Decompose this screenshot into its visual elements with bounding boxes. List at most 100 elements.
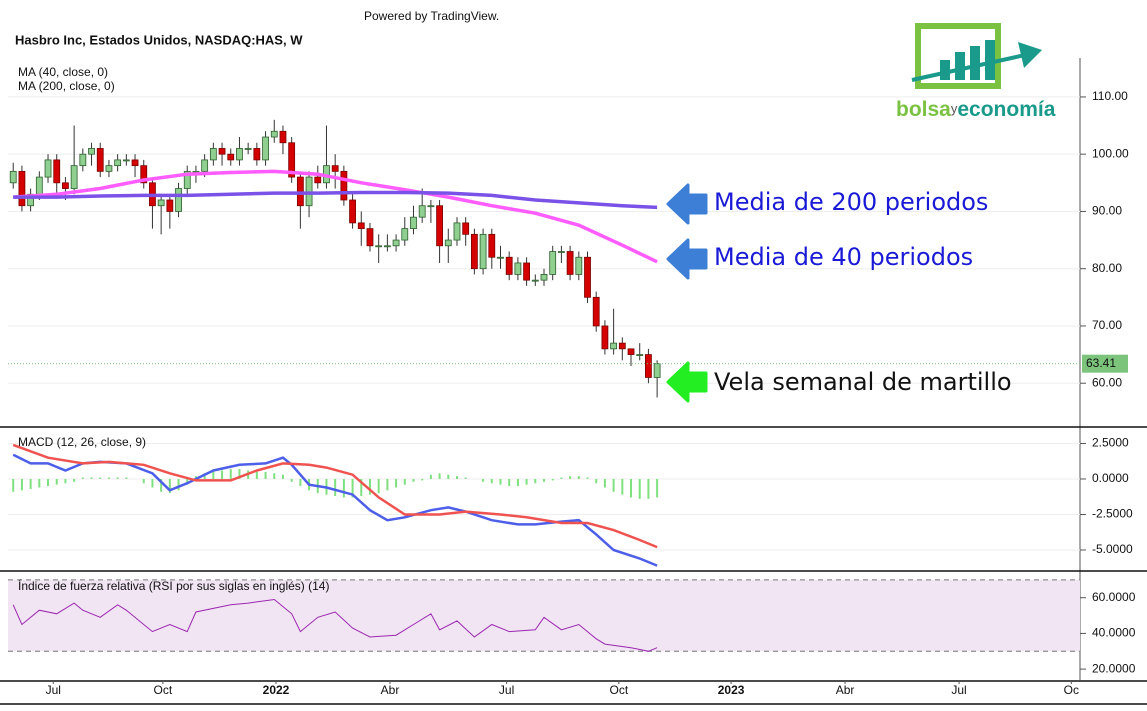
last-price-label: 63.41 (1086, 356, 1116, 370)
chart-title: Hasbro Inc, Estados Unidos, NASDAQ:HAS, … (15, 32, 303, 47)
candle-body (618, 342, 626, 350)
candle-body (253, 148, 261, 161)
logo-bar (985, 40, 995, 80)
histogram-bar (38, 478, 41, 488)
candle-body (349, 199, 356, 224)
y-tick-label: 60.00 (1092, 375, 1122, 389)
candle-body (523, 262, 530, 281)
logo-part: bolsa (896, 98, 951, 121)
histogram-bar (447, 474, 450, 479)
x-tick-label: Oct (154, 683, 173, 697)
last-price-box (1082, 354, 1128, 373)
candle-body (44, 159, 52, 178)
histogram-bar (638, 478, 641, 499)
histogram-bar (368, 478, 371, 495)
candle-body (470, 233, 478, 270)
x-tick-label: 2022 (263, 683, 290, 697)
histogram-bar (603, 478, 606, 488)
candle-body (575, 256, 583, 275)
histogram-bar (29, 478, 32, 489)
histogram-bar (421, 478, 424, 481)
histogram-bar (212, 471, 215, 479)
histogram-bar (107, 477, 110, 479)
histogram-bar (569, 476, 572, 479)
candle-body (18, 170, 26, 207)
candle-body (35, 176, 43, 195)
histogram-bar (438, 473, 441, 479)
candle-body (175, 188, 182, 212)
candle-body (375, 245, 383, 248)
logo-frame (915, 23, 1001, 89)
x-tick-label: Abr (381, 683, 400, 697)
histogram-bar (142, 478, 145, 484)
logo-part: y (951, 101, 958, 116)
y-tick-label: 90.00 (1092, 204, 1122, 218)
x-tick-label: Jul (46, 683, 61, 697)
histogram-bar (90, 477, 93, 479)
annotation: Vela semanal de martillo (714, 368, 1012, 396)
candle-body (131, 159, 139, 167)
histogram-bar (255, 471, 258, 479)
histogram-bar (551, 478, 554, 481)
annotation: Media de 200 periodos (714, 188, 988, 216)
candle-body (166, 199, 174, 212)
candle-body (183, 170, 191, 189)
candle-body (444, 239, 452, 247)
y-tick-label: 110.00 (1092, 89, 1128, 103)
histogram-bar (342, 478, 345, 498)
histogram-bar (299, 478, 302, 487)
candle-body (262, 136, 269, 161)
histogram-bar (125, 477, 128, 479)
candle-body (331, 165, 339, 172)
logo-bar (955, 52, 965, 80)
histogram-bar (238, 469, 241, 479)
candle-body (627, 348, 635, 355)
candle-body (122, 159, 130, 162)
candle-body (540, 274, 548, 281)
histogram-bar (412, 478, 415, 482)
x-tick-label: Oct (609, 683, 628, 697)
histogram-bar (64, 478, 67, 484)
y-tick-label: -2.5000 (1092, 507, 1133, 521)
candle-body (505, 256, 513, 275)
histogram-bar (20, 478, 23, 491)
logo-arrow-head (1018, 42, 1042, 68)
histogram-bar (47, 478, 50, 487)
histogram-bar (464, 477, 467, 479)
candle-body (497, 256, 504, 259)
legend-entry: MA (200, close, 0) (18, 79, 115, 93)
histogram-bar (612, 478, 615, 492)
candle-body (436, 205, 443, 247)
series-line (13, 169, 658, 264)
candle-body (236, 148, 243, 161)
y-tick-label: 20.0000 (1092, 661, 1136, 675)
y-tick-label: 0.0000 (1092, 471, 1129, 485)
candle-body (157, 199, 165, 207)
candle-body (366, 228, 374, 247)
candle-body (462, 222, 470, 235)
candle-body (558, 251, 565, 253)
histogram-bar (151, 478, 154, 488)
logo-part: economía (957, 98, 1055, 121)
histogram-bar (81, 477, 84, 479)
histogram-bar (543, 478, 545, 482)
histogram-bar (560, 477, 563, 479)
histogram-bar (595, 478, 598, 484)
x-tick-label: Jul (499, 683, 514, 697)
rsi-band (8, 579, 1080, 652)
x-tick-label: Oc (1064, 683, 1079, 697)
candle-body (105, 165, 113, 172)
candle-body (427, 205, 435, 208)
histogram-bar (534, 478, 537, 484)
histogram-bar (229, 469, 232, 479)
candle-body (636, 354, 644, 356)
annotation-arrow (666, 361, 708, 403)
candle-body (653, 363, 661, 378)
histogram-bar (194, 476, 197, 479)
series-line (12, 598, 658, 652)
candle-body (314, 176, 322, 184)
y-tick-label: 80.00 (1092, 261, 1122, 275)
candle-body (610, 342, 618, 350)
candle-body (584, 256, 591, 298)
panel-title: Índice de fuerza relativa (RSI por sus s… (18, 578, 329, 593)
